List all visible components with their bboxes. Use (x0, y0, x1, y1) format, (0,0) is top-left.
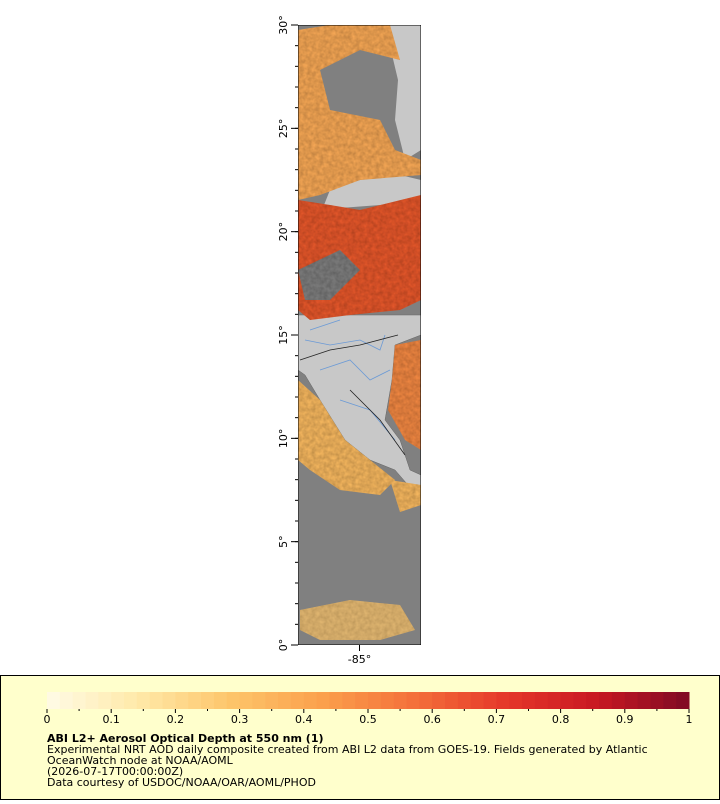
colorbar-segment (509, 692, 523, 709)
colorbar-tick-label: 0.9 (616, 713, 634, 726)
colorbar-tick-label: 0.5 (359, 713, 377, 726)
lat-tick-label: 10° (277, 429, 290, 449)
colorbar-segment (188, 692, 202, 709)
colorbar-segment (136, 692, 151, 709)
colorbar-segment (611, 692, 626, 709)
legend-line: Experimental NRT AOD daily composite cre… (47, 743, 648, 756)
legend-line: (2026-07-17T00:00:00Z) (47, 765, 183, 778)
legend-title: ABI L2+ Aerosol Optical Depth at 550 nm … (47, 732, 324, 745)
colorbar-segment (316, 692, 330, 709)
colorbar-segment (599, 692, 613, 709)
colorbar-tick-label: 1 (686, 713, 693, 726)
colorbar-segment (213, 692, 228, 709)
colorbar-segment (342, 692, 356, 709)
lat-tick-label: 25° (277, 119, 290, 139)
colorbar-segment (175, 692, 189, 709)
colorbar-segment (483, 692, 497, 709)
colorbar-segment (573, 692, 587, 709)
legend-line: Data courtesy of USDOC/NOAA/OAR/AOML/PHO… (47, 776, 316, 789)
colorbar-segment (239, 692, 253, 709)
colorbar-segment (278, 692, 292, 709)
colorbar-tick-label: 0.2 (167, 713, 185, 726)
axes: 0° 5° 10° 15° 20° 25° 30° -85° (277, 15, 371, 666)
colorbar-segment (445, 692, 459, 709)
colorbar-segment (201, 692, 215, 709)
legend-line: OceanWatch node at NOAA/AOML (47, 754, 234, 767)
colorbar-segment (663, 692, 677, 709)
colorbar-segment (534, 692, 549, 709)
colorbar-tick-label: 0.4 (295, 713, 313, 726)
colorbar-segment (355, 692, 369, 709)
colorbar-segment (496, 692, 510, 709)
colorbar-tick-label: 0.7 (488, 713, 506, 726)
lat-tick-label: 0° (277, 639, 290, 652)
colorbar-segment (111, 692, 125, 709)
lat-tick-label: 20° (277, 222, 290, 242)
colorbar-tick-label: 0 (44, 713, 51, 726)
colorbar-segment (368, 692, 382, 709)
colorbar-segment (162, 692, 176, 709)
colorbar-segment (637, 692, 651, 709)
lat-tick-label: 15° (277, 325, 290, 345)
colorbar-segment (98, 692, 112, 709)
colorbar-segment (432, 692, 446, 709)
colorbar-segment (290, 692, 305, 709)
lat-tick-label: 30° (277, 15, 290, 35)
map-area (298, 25, 421, 645)
colorbar-segment (624, 692, 639, 709)
colorbar-segment (252, 692, 266, 709)
colorbar-tick-label: 0.6 (423, 713, 441, 726)
colorbar-segment (560, 692, 574, 709)
colorbar-segment (72, 692, 87, 709)
colorbar-segment (47, 692, 61, 709)
colorbar-segment (393, 692, 408, 709)
colorbar-segment (650, 692, 664, 709)
colorbar-segment (676, 692, 690, 709)
colorbar-segment (265, 692, 279, 709)
colorbar-segment (457, 692, 472, 709)
colorbar-segment (586, 692, 600, 709)
colorbar: 0 0.1 0.2 0.3 0.4 0.5 0.6 0.7 0.8 0.9 1 (44, 692, 693, 726)
colorbar-segment (149, 692, 164, 709)
colorbar-segment (124, 692, 138, 709)
lon-tick-label: -85° (348, 653, 371, 666)
colorbar-tick-label: 0.1 (102, 713, 120, 726)
colorbar-segment (85, 692, 99, 709)
colorbar-tick-label: 0.3 (231, 713, 249, 726)
colorbar-segment (419, 692, 433, 709)
colorbar-segment (380, 692, 395, 709)
colorbar-tick-label: 0.8 (552, 713, 570, 726)
colorbar-segment (226, 692, 241, 709)
colorbar-segment (547, 692, 562, 709)
colorbar-segment (406, 692, 420, 709)
colorbar-segment (470, 692, 485, 709)
colorbar-segment (303, 692, 318, 709)
colorbar-segment (522, 692, 536, 709)
colorbar-segment (329, 692, 343, 709)
lat-tick-label: 5° (277, 535, 290, 548)
colorbar-segment (59, 692, 74, 709)
